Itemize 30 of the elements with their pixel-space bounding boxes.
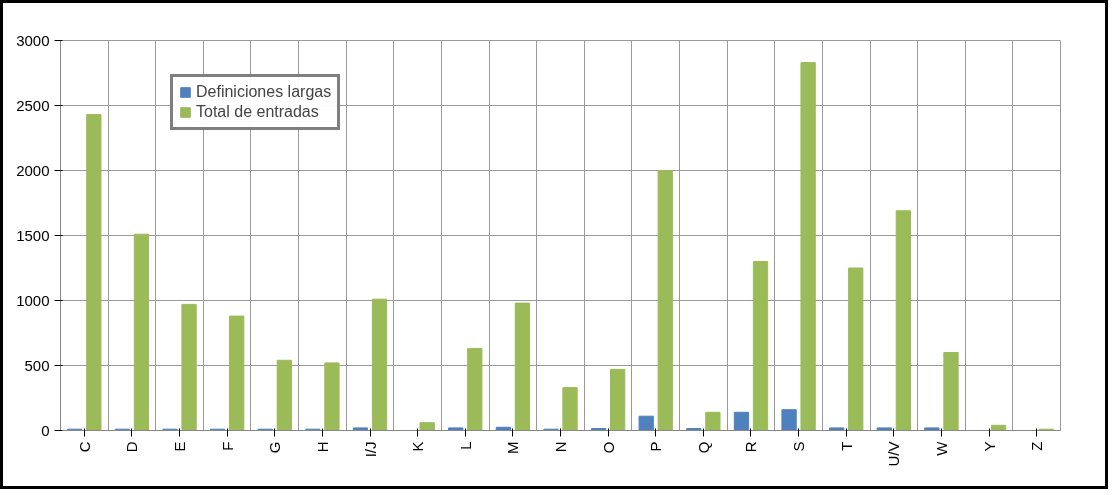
x-tick-label: L (456, 441, 474, 450)
x-tick-label: M (504, 441, 522, 454)
x-tick-label: K (409, 441, 427, 452)
x-tick-label: G (266, 441, 284, 454)
x-tick-label: Q (694, 441, 712, 454)
y-tick-label: 500 (24, 356, 50, 374)
x-tick-label: D (123, 441, 141, 453)
y-tick-label: 2000 (16, 161, 50, 179)
y-tick-label: 1000 (16, 291, 50, 309)
x-tick-label: Y (980, 441, 998, 452)
x-tick-label: C (75, 441, 93, 453)
legend-label: Definiciones largas (196, 83, 332, 101)
x-tick-label: R (742, 441, 760, 453)
x-tick-label: S (790, 441, 808, 452)
x-tick-label: P (647, 441, 665, 452)
y-tick-label: 0 (41, 421, 50, 439)
x-tick-label: O (599, 441, 617, 454)
y-tick-label: 1500 (16, 226, 50, 244)
x-tick-label: W (932, 440, 950, 456)
legend-label: Total de entradas (196, 103, 319, 121)
x-tick-label: N (552, 441, 569, 453)
x-tick-label: I/J (361, 441, 379, 458)
x-tick-label: Z (1028, 441, 1046, 451)
y-tick-label: 3000 (16, 31, 50, 49)
y-tick-label: 2500 (16, 96, 50, 114)
x-tick-label: U/V (885, 441, 903, 467)
x-tick-label: F (218, 441, 236, 451)
x-tick-label: E (171, 441, 189, 452)
x-tick-label: T (837, 441, 855, 451)
x-tick-label: H (313, 441, 331, 453)
